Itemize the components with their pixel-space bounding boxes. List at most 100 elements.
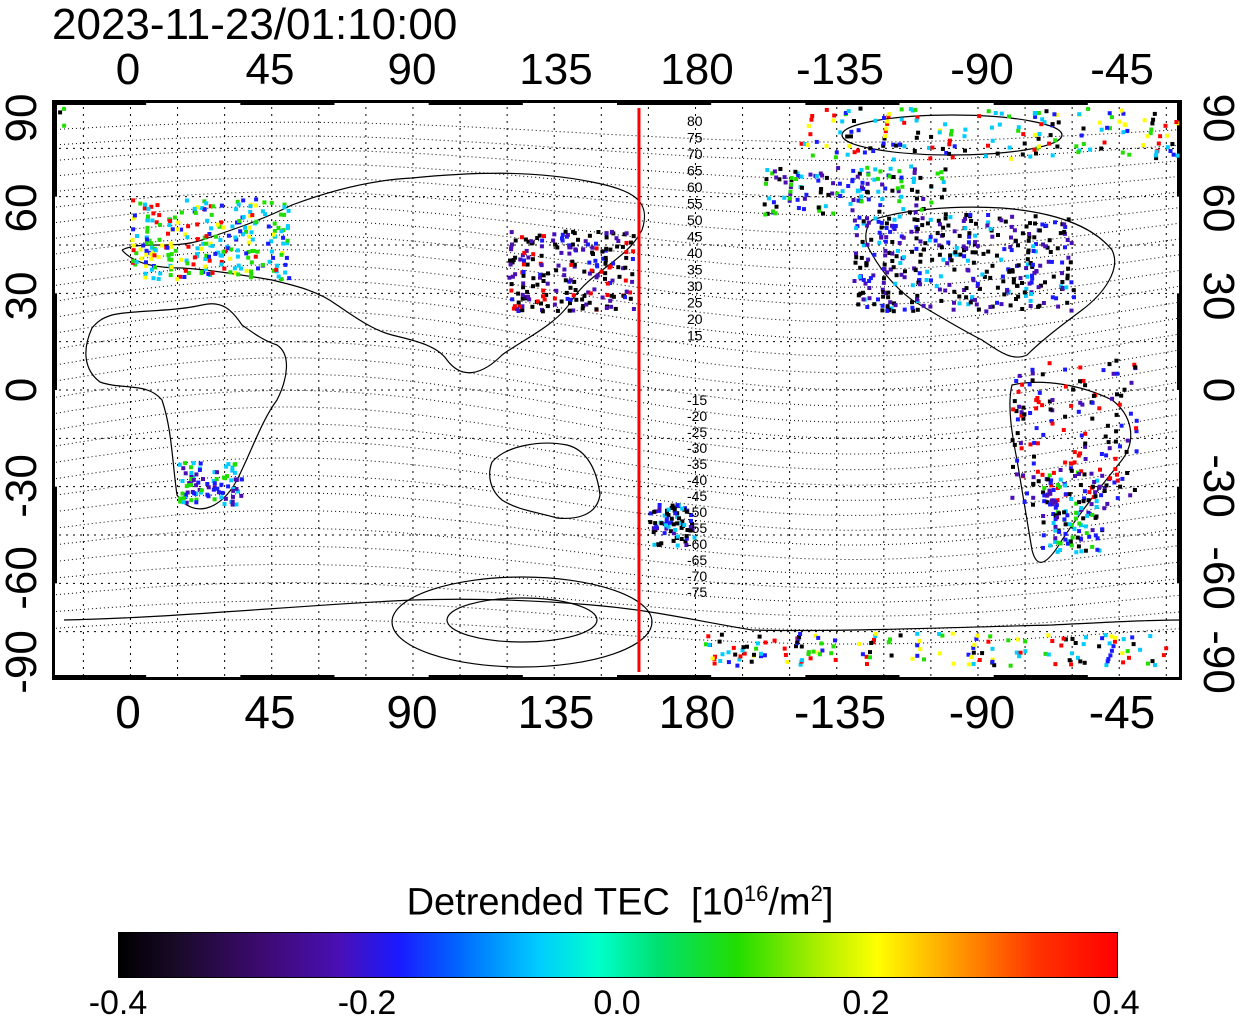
tec-pixel [1008,245,1013,249]
tec-pixel [799,644,804,649]
tec-pixel [520,235,524,240]
tec-pixel [890,251,895,256]
tec-pixel [1118,484,1123,489]
tec-pixel [936,218,941,223]
tec-pixel [930,257,935,262]
tec-pixel [1042,493,1047,498]
tec-pixel [806,124,811,128]
tec-pixel [990,646,995,651]
tec-pixel [1077,472,1081,476]
tec-pixel [546,271,550,276]
polar-contour-south-2 [391,576,653,668]
tec-pixel [782,195,787,200]
magnetic-contour [52,264,1182,323]
tec-pixel [966,268,971,273]
tec-pixel [858,106,863,111]
tec-pixel [226,246,231,251]
tec-pixel [947,282,952,287]
tec-pixel [810,114,815,118]
tec-pixel [881,280,886,285]
tec-pixel [937,632,942,636]
tec-pixel [213,251,218,256]
tec-pixel [920,223,925,228]
tec-pixel [843,111,848,115]
tec-pixel [518,257,523,262]
tec-pixel [236,272,241,277]
tec-pixel [899,194,904,199]
tec-pixel [741,645,746,650]
tec-pixel [941,257,946,262]
tec-pixel [1081,642,1086,647]
frame-bar-top [617,100,712,105]
tec-pixel [1054,503,1059,508]
tec-pixel [254,197,259,202]
tec-pixel [216,250,221,255]
tec-pixel [600,295,605,300]
tec-pixel [523,237,528,242]
tec-pixel [250,249,255,253]
tec-pixel [974,636,979,641]
map-gridlines [52,100,1182,680]
tec-pixel [957,301,962,306]
tec-pixel [975,284,980,289]
tec-pixel [782,646,787,651]
tec-pixel [1121,111,1126,116]
tec-pixel [184,500,189,505]
tec-pixel [574,297,579,302]
tec-pixel [957,294,962,299]
tec-pixel [817,652,822,657]
tec-pixel [1019,410,1024,415]
tec-pixel [980,651,985,656]
tec-pixel [983,154,988,159]
tec-pixel [995,300,999,305]
tec-pixel [1031,482,1036,487]
tec-pixel [861,297,866,302]
tec-pixel [1106,440,1111,445]
tec-pixel [952,267,957,272]
tec-pixel [1121,660,1126,665]
tec-pixel [214,477,219,482]
tec-pixel [889,653,894,658]
tec-pixel [759,651,763,656]
contour-label-north: 25 [687,295,703,311]
tec-pixel [648,511,653,516]
tec-pixel [995,285,1000,290]
tec-pixel [652,542,657,547]
tec-pixel [894,273,899,278]
tec-pixel [224,464,229,469]
tec-pixel [167,223,172,228]
tec-pixel [850,208,855,213]
tec-pixel [973,250,978,255]
tec-pixel [902,144,907,149]
tec-pixel [1114,429,1119,434]
tec-pixel [510,260,515,265]
tec-pixel [149,204,154,209]
tec-pixel [666,507,671,512]
tec-pixel [1003,219,1008,224]
tec-pixel [1045,245,1050,250]
tec-pixel [1090,416,1095,421]
tec-pixel [538,275,542,280]
tec-pixel [1050,295,1055,300]
tec-pixel [1056,483,1061,487]
tec-pixel [240,232,245,237]
tec-pixel [1025,262,1030,267]
tec-pixel [914,229,919,234]
tec-pixel [1079,549,1084,554]
tec-pixel [1111,644,1116,649]
tec-pixel [1048,502,1053,507]
tec-pixel [884,226,889,230]
tec-pixel [1030,264,1035,269]
tec-pixel [964,286,969,291]
tec-pixel [1115,496,1120,501]
tec-pixel [1065,541,1070,546]
tec-pixel [1098,467,1102,472]
tec-pixel [662,513,667,518]
frame-bar-top [52,100,147,105]
tec-pixel [1016,263,1021,268]
tec-pixel [594,307,599,312]
tec-pixel [902,275,907,280]
tec-pixel [846,109,851,114]
tec-pixel [1010,268,1015,273]
tec-pixel [234,237,239,242]
